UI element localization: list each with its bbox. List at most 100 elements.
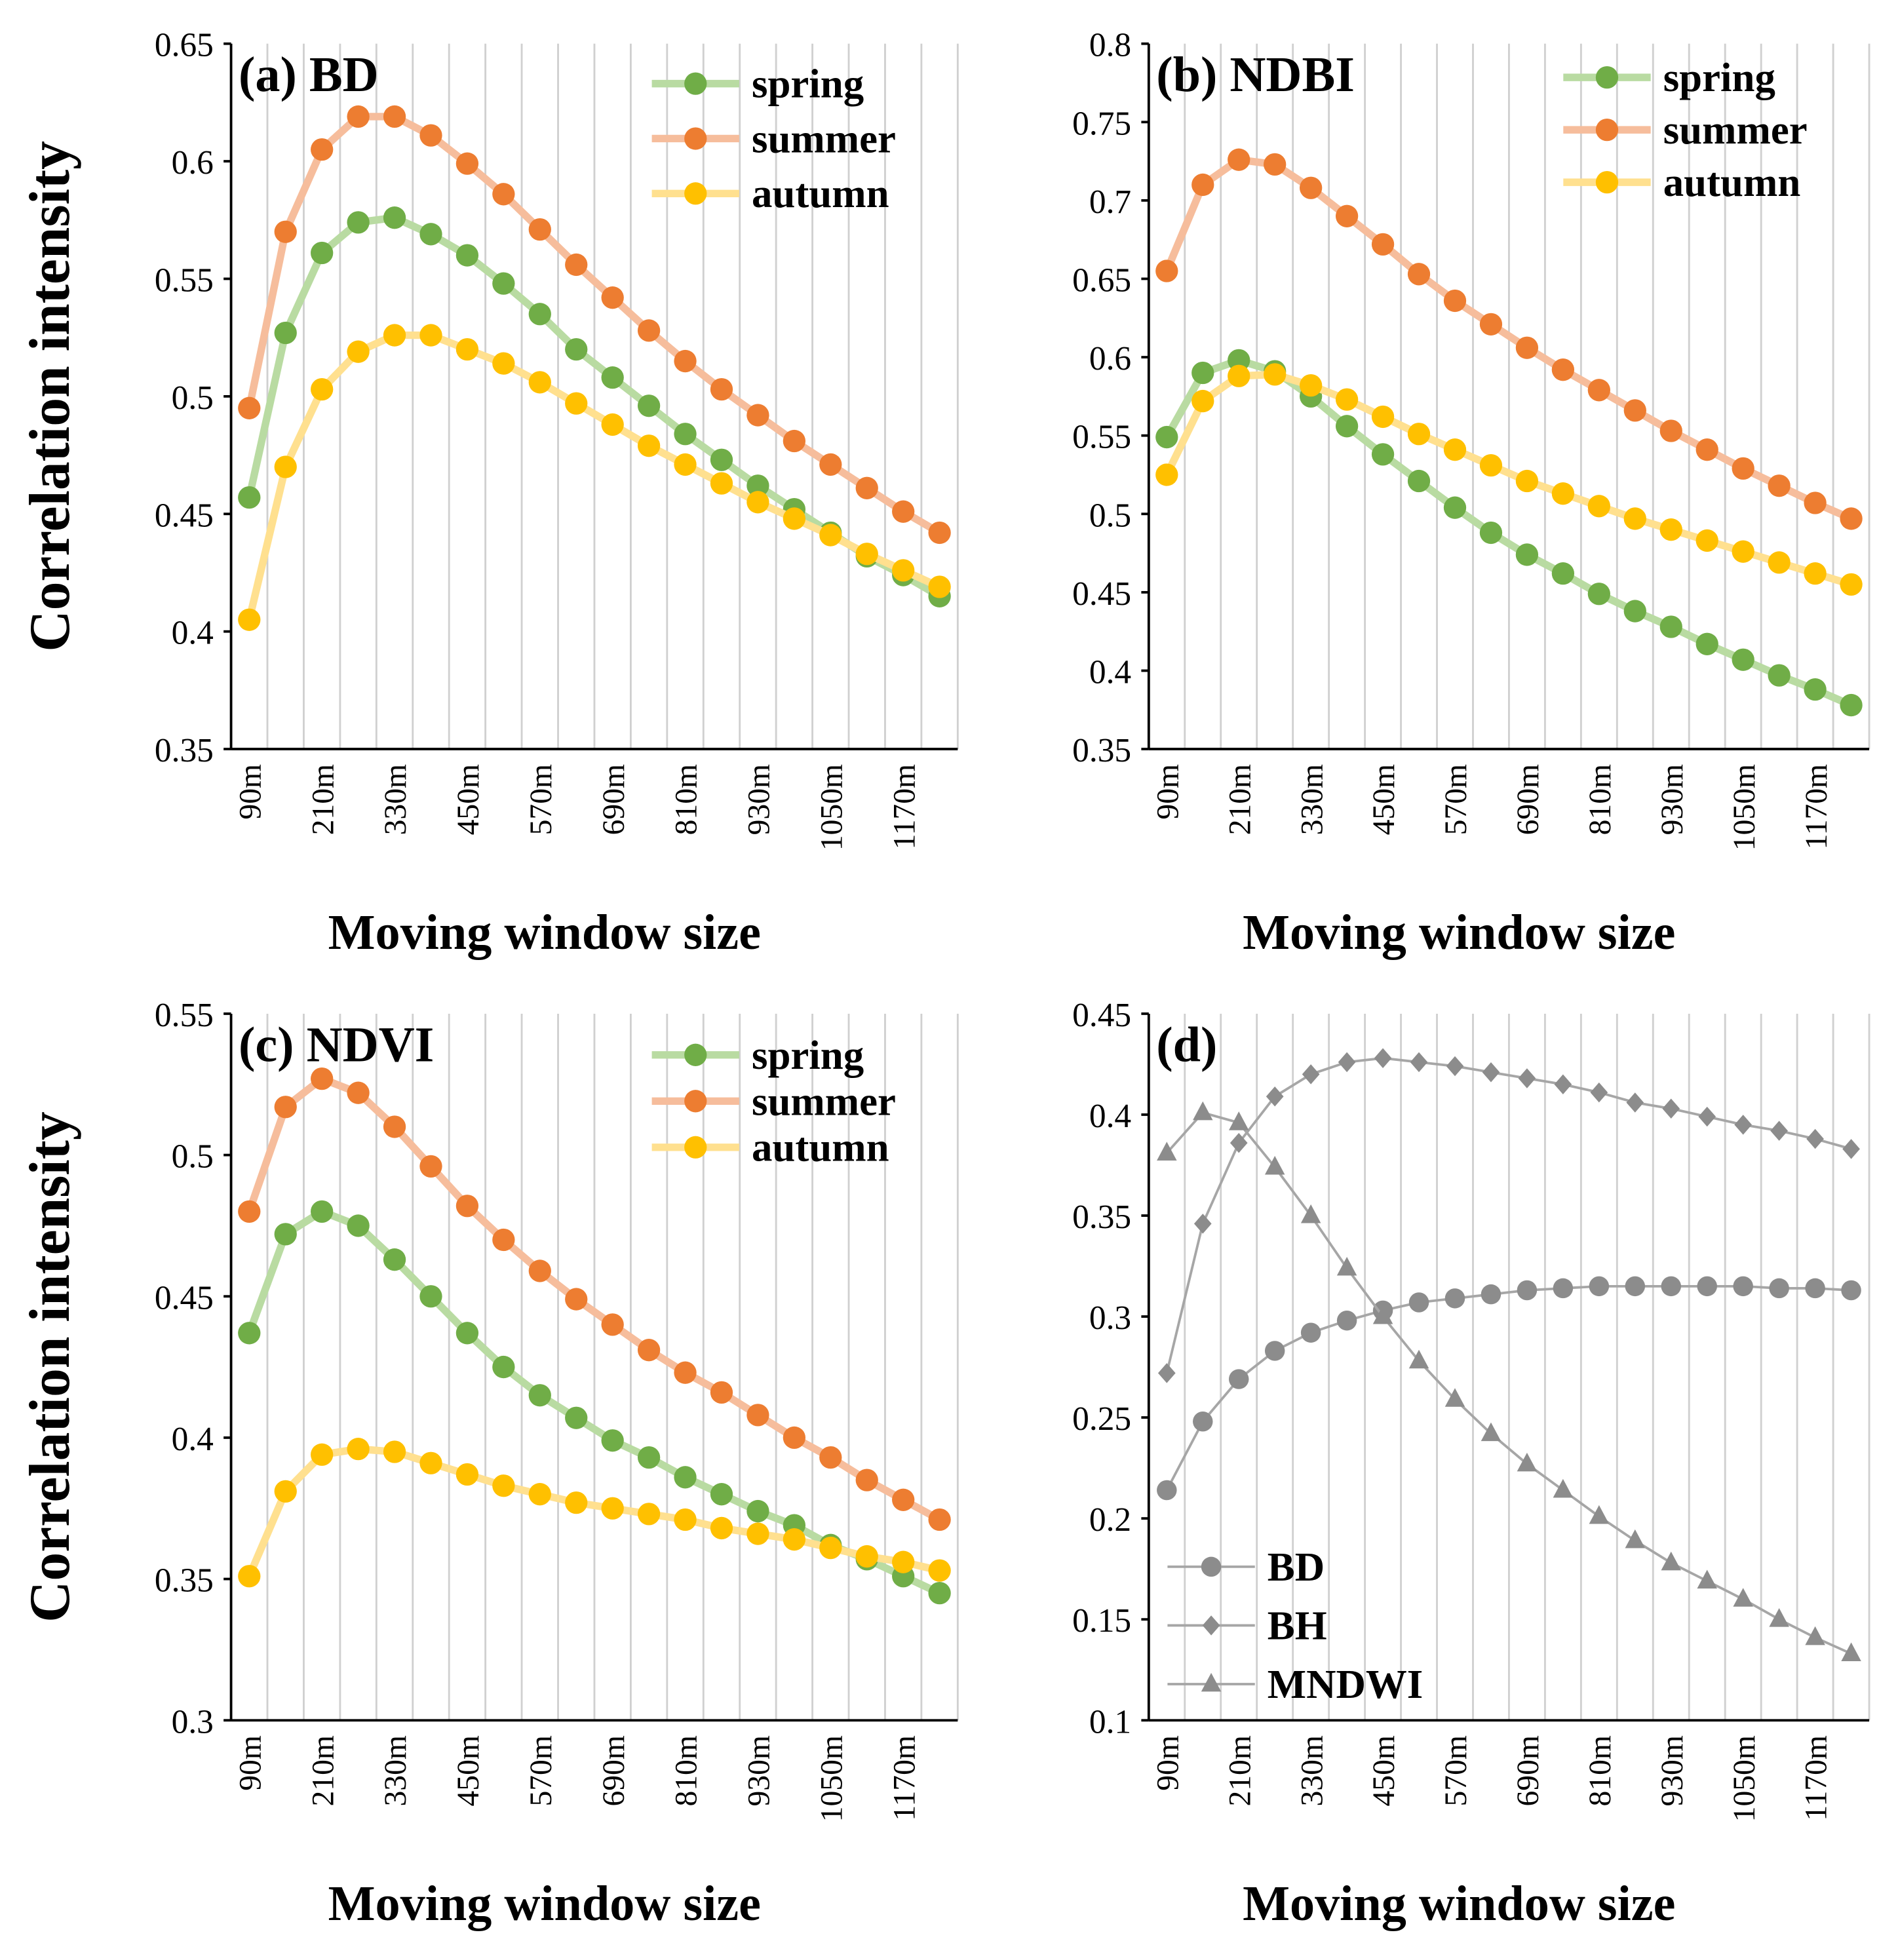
data-point	[637, 434, 661, 457]
data-point	[1659, 419, 1682, 442]
data-point	[637, 1503, 661, 1526]
y-tick-label: 0.6	[172, 144, 214, 182]
y-tick-label: 0.6	[1089, 340, 1131, 377]
data-point	[1193, 1412, 1213, 1432]
x-tick-label: 210m	[306, 764, 340, 835]
x-axis-label: Moving window size	[1243, 1876, 1675, 1931]
legend-label: autumn	[752, 170, 889, 216]
series-autumn	[238, 324, 951, 631]
y-tick-label: 0.4	[172, 1421, 214, 1458]
data-point	[1479, 313, 1503, 336]
data-point	[1840, 693, 1863, 717]
data-point	[528, 1259, 551, 1282]
data-point	[383, 1440, 406, 1463]
data-point	[1335, 204, 1359, 227]
x-tick-label: 210m	[306, 1735, 340, 1806]
x-tick-label: 210m	[1223, 764, 1257, 835]
y-tick-label: 0.35	[1072, 1199, 1131, 1236]
x-tick-label: 810m	[670, 764, 704, 835]
data-point	[1625, 1276, 1646, 1297]
data-point	[455, 244, 479, 267]
data-point	[1443, 496, 1467, 519]
y-tick-label: 0.55	[155, 262, 214, 299]
data-point	[1371, 233, 1395, 256]
data-point	[1553, 1478, 1574, 1498]
data-point	[1335, 415, 1359, 438]
data-point	[819, 1536, 842, 1560]
data-point	[1695, 632, 1718, 655]
x-tick-label: 90m	[1151, 764, 1185, 820]
data-point	[783, 1426, 806, 1450]
data-point	[1481, 1422, 1501, 1442]
data-point	[1551, 358, 1575, 381]
data-point	[1371, 405, 1395, 429]
data-point	[1299, 176, 1323, 199]
y-axis-label: Correlation intensity	[18, 1111, 81, 1623]
x-tick-label: 1050m	[815, 764, 849, 851]
data-point	[274, 1096, 297, 1119]
data-point	[1769, 1278, 1789, 1299]
data-point	[1768, 551, 1791, 574]
x-tick-label: 450m	[1367, 1735, 1401, 1806]
data-point	[1408, 1292, 1429, 1313]
data-point	[419, 324, 442, 347]
data-point	[855, 1545, 878, 1568]
data-point	[855, 1469, 878, 1491]
data-point	[855, 476, 878, 499]
data-point	[1733, 1588, 1753, 1607]
y-tick-label: 0.3	[172, 1703, 214, 1740]
panel-title: (c) NDVI	[239, 1017, 434, 1072]
data-point	[1841, 1642, 1861, 1661]
data-point	[1589, 1505, 1610, 1524]
data-point	[1193, 1214, 1212, 1234]
data-point	[1155, 259, 1178, 282]
data-point	[238, 1200, 261, 1223]
data-point	[565, 392, 588, 415]
series-summer	[238, 105, 951, 545]
data-point	[455, 1195, 479, 1218]
legend-label: autumn	[1663, 159, 1801, 205]
series-line	[1165, 1111, 1852, 1655]
data-point	[347, 1214, 370, 1237]
data-point	[1300, 1322, 1321, 1343]
data-point	[1335, 388, 1359, 411]
y-tick-label: 0.1	[1089, 1703, 1131, 1740]
data-point	[1264, 1155, 1285, 1175]
data-point	[311, 241, 334, 265]
legend-marker	[1595, 66, 1619, 89]
data-point	[419, 124, 442, 147]
data-point	[1623, 600, 1646, 623]
data-point	[928, 1581, 951, 1605]
data-point	[1659, 615, 1682, 638]
data-point	[528, 1483, 551, 1506]
data-point	[928, 575, 951, 598]
data-point	[1695, 529, 1718, 552]
data-point	[347, 340, 370, 363]
data-point	[347, 105, 370, 128]
data-point	[1193, 1101, 1213, 1121]
data-point	[1732, 540, 1754, 563]
x-tick-label: 330m	[379, 1735, 413, 1806]
data-point	[710, 1516, 733, 1540]
data-point	[746, 474, 769, 497]
data-point	[1805, 1626, 1825, 1645]
data-point	[455, 152, 479, 175]
data-point	[1371, 443, 1395, 466]
data-point	[1662, 1098, 1680, 1119]
data-point	[1407, 423, 1431, 446]
x-tick-label: 690m	[597, 1735, 631, 1806]
data-point	[637, 319, 661, 342]
data-point	[1551, 562, 1575, 585]
y-tick-label: 0.35	[155, 1562, 214, 1600]
x-tick-label: 570m	[524, 1735, 558, 1806]
y-tick-label: 0.45	[155, 1279, 214, 1316]
data-point	[311, 1200, 334, 1223]
x-tick-label: 1050m	[1728, 1735, 1762, 1822]
data-point	[238, 1565, 261, 1588]
chart-panel-d: 0.1 0.15 0.2 0.25 0.3 0.35 0.4 0.45 90m 210m 330m 4…	[1072, 997, 1870, 1931]
data-point	[1551, 482, 1575, 505]
x-tick-label: 810m	[1583, 764, 1617, 835]
data-point	[710, 472, 733, 495]
y-tick-label: 0.55	[1072, 419, 1131, 456]
data-point	[710, 1381, 733, 1404]
